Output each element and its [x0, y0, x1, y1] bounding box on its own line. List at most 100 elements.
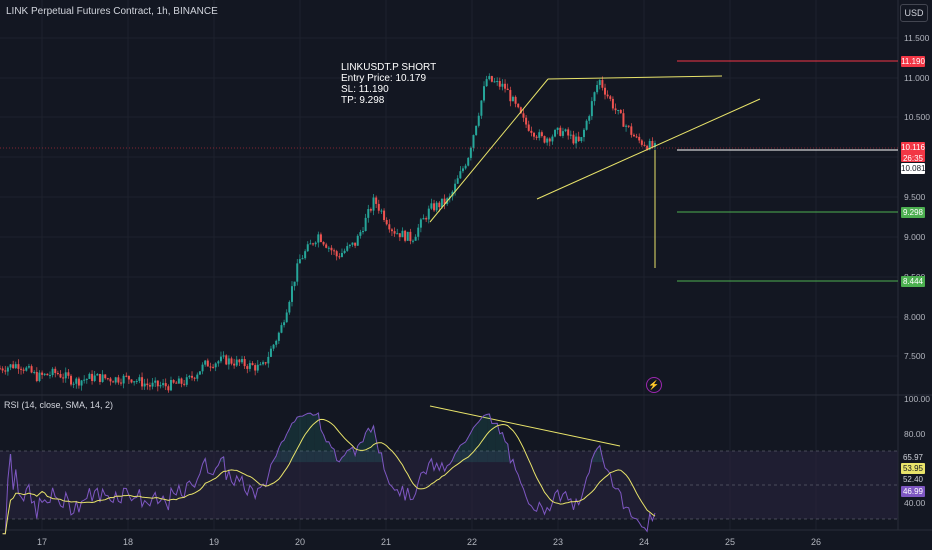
candle-body [30, 366, 33, 373]
rsi-tick: 100.00 [904, 394, 930, 404]
candle-body [80, 380, 83, 386]
candle-body [35, 371, 38, 381]
candle-body [383, 210, 386, 221]
candle-body [625, 125, 628, 127]
candle-body [435, 202, 438, 211]
candle-body [22, 369, 25, 371]
candle-body [72, 383, 75, 385]
top-resistance-line [547, 75, 723, 80]
candle-body [409, 231, 412, 242]
candle-body [212, 366, 215, 368]
candle-body [430, 203, 433, 209]
candle-body [619, 109, 622, 114]
candle-body [204, 360, 207, 365]
lightning-icon[interactable]: ⚡ [646, 377, 662, 393]
rsi-indicator-label[interactable]: RSI (14, close, SMA, 14, 2) [4, 400, 114, 410]
countdown-value: 26:35 [902, 154, 924, 163]
candle-body [64, 372, 67, 379]
candle-body [262, 362, 265, 365]
candle-body [561, 131, 564, 136]
candle-body [185, 377, 188, 385]
candle-body [551, 136, 554, 142]
candle-body [283, 322, 286, 326]
candle-body [98, 373, 101, 382]
price-tick: 10.500 [904, 112, 930, 122]
candle-body [351, 242, 354, 245]
candle-body [506, 88, 509, 91]
candle-body [248, 363, 251, 369]
candle-body [517, 103, 520, 108]
candle-body [301, 258, 304, 260]
candle-body [233, 363, 236, 366]
candle-body [201, 364, 204, 372]
candle-body [67, 372, 70, 376]
candle-body [548, 138, 551, 142]
candle-body [604, 87, 607, 95]
candle-body [501, 83, 504, 87]
price-tick: 8.000 [904, 312, 926, 322]
candle-body [362, 231, 365, 233]
candle-body [567, 129, 570, 136]
symbol-title[interactable]: LINK Perpetual Futures Contract, 1h, BIN… [6, 6, 218, 17]
candle-body [83, 379, 86, 381]
candle-body [51, 368, 54, 376]
candle-body [459, 171, 462, 179]
trade-note[interactable]: LINKUSDT.P SHORT Entry Price: 10.179 SL:… [341, 62, 436, 106]
candle-body [164, 383, 167, 387]
candle-body [343, 250, 346, 254]
trade-levels [0, 60, 898, 282]
date-label: 18 [123, 537, 134, 547]
candle-body [269, 348, 272, 357]
candle-body [146, 383, 149, 386]
price-grid [0, 0, 898, 530]
candle-body [17, 364, 20, 369]
ascending-support-line [536, 98, 761, 200]
candle-body [272, 344, 275, 349]
price-tick: 7.500 [904, 351, 926, 361]
candle-body [419, 219, 422, 228]
candle-body [280, 325, 283, 333]
currency-button[interactable]: USD [900, 4, 928, 22]
candle-body [312, 243, 315, 245]
candle-body [214, 363, 217, 368]
pattern-drawings[interactable] [429, 75, 761, 447]
candle-body [425, 218, 428, 220]
candle-body [469, 147, 472, 158]
candle-body [285, 312, 288, 323]
candle-body [275, 340, 278, 345]
candle-body [519, 107, 522, 114]
candle-body [106, 378, 109, 380]
candle-body [398, 233, 401, 238]
candle-body [354, 242, 357, 246]
candlestick-series [0, 73, 656, 393]
candle-body [325, 244, 328, 248]
candle-body [635, 136, 638, 138]
candle-body [133, 381, 136, 383]
candle-body [209, 366, 212, 368]
candle-body [77, 378, 80, 386]
candle-body [333, 250, 336, 252]
candle-body [130, 379, 133, 383]
candle-body [225, 355, 228, 365]
candle-body [330, 247, 333, 251]
candle-body [277, 332, 280, 341]
candle-body [375, 197, 378, 204]
candle-body [367, 209, 370, 218]
entry-tag: 10.081 [901, 163, 926, 174]
candle-body [314, 242, 317, 245]
candle-body [12, 364, 15, 369]
candle-body [443, 198, 446, 205]
candle-body [54, 368, 57, 373]
candle-body [390, 229, 393, 232]
candle-body [222, 355, 225, 357]
candle-body [96, 373, 99, 376]
candle-body [298, 259, 301, 264]
candle-body [596, 85, 599, 93]
stop-loss-tag: 11.190 [901, 56, 925, 67]
candle-body [256, 364, 259, 371]
candle-body [6, 367, 9, 372]
candle-body [267, 356, 270, 364]
candle-body [385, 220, 388, 225]
trade-note-line: SL: 11.190 [341, 84, 389, 95]
